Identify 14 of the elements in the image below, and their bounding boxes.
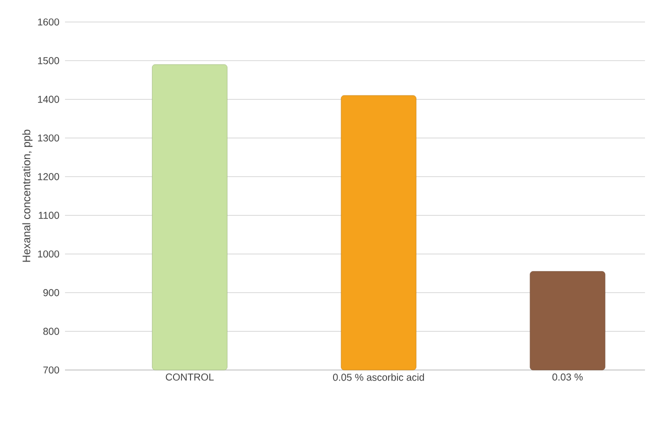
y-tick-label: 1300: [38, 134, 60, 142]
y-axis-title: Hexanal concentration, ppb: [22, 130, 32, 262]
y-tick-label: 1600: [38, 18, 60, 26]
y-tick-label: 1100: [38, 212, 60, 219]
y-tick-label: 700: [43, 366, 60, 374]
x-tick-label: 0.03 %: [552, 374, 583, 381]
y-tick-label: 800: [43, 328, 60, 335]
y-tick-label: 1000: [38, 250, 60, 258]
y-tick-label: 1500: [38, 57, 60, 64]
y-tick-label: 1200: [38, 173, 60, 180]
x-tick-label: CONTROL: [166, 374, 214, 381]
y-tick-label: 1400: [38, 96, 60, 103]
y-tick-label: 900: [43, 289, 60, 296]
x-tick-label: 0.05 % ascorbic acid: [333, 374, 424, 381]
